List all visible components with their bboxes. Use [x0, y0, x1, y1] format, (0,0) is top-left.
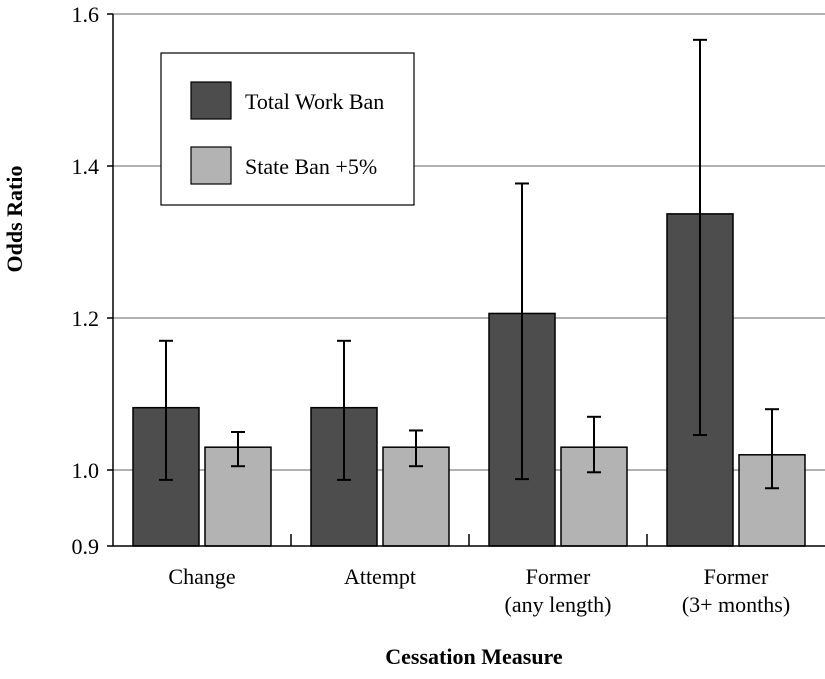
axes	[107, 13, 825, 547]
y-tick-label: 0.9	[72, 534, 100, 559]
x-category-label: (any length)	[505, 592, 612, 617]
error-bars	[159, 38, 779, 490]
x-category-label: Former	[704, 564, 769, 589]
legend-label-total-work-ban: Total Work Ban	[245, 89, 384, 114]
legend: Total Work Ban State Ban +5%	[160, 52, 415, 206]
x-category-label: Change	[168, 564, 235, 589]
y-tick-label: 1.0	[72, 458, 100, 483]
legend-swatch-state-ban	[190, 146, 232, 185]
labels: 0.9 1.0 1.2 1.4 1.6 Change Attempt Former (any l…	[72, 2, 791, 617]
y-axis-title: Odds Ratio	[2, 166, 27, 273]
bars	[132, 213, 806, 547]
legend-label-state-ban: State Ban +5%	[245, 154, 377, 179]
x-category-label: Former	[526, 564, 591, 589]
x-category-label: Attempt	[344, 564, 416, 589]
legend-swatch-total-work-ban	[190, 81, 232, 120]
y-tick-label: 1.2	[72, 306, 100, 331]
y-tick-label: 1.4	[72, 154, 100, 179]
y-tick-label: 1.6	[72, 2, 100, 27]
x-axis-title: Cessation Measure	[385, 644, 563, 669]
x-category-label: (3+ months)	[682, 592, 790, 617]
